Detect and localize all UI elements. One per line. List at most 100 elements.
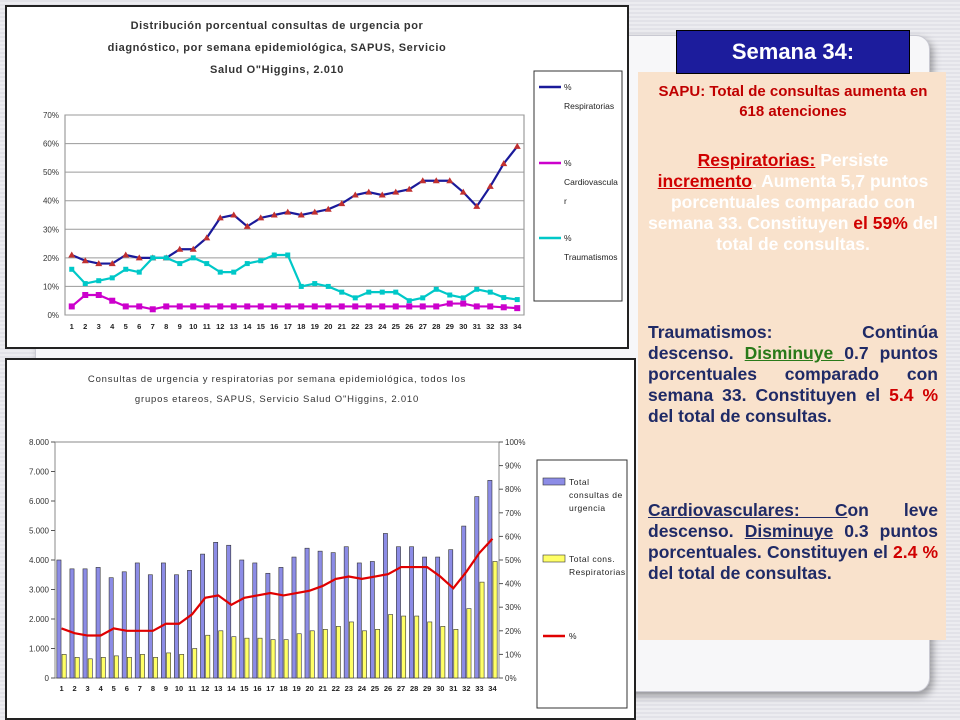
chart1-point-respiratorias bbox=[297, 211, 305, 218]
chart1-point-traumatismos bbox=[177, 261, 183, 267]
chart1-point-cardiovascular bbox=[419, 303, 426, 310]
chart1-legend-box bbox=[533, 70, 623, 302]
chart1-xtick-label: 28 bbox=[432, 322, 440, 331]
chart1-point-respiratorias bbox=[324, 205, 332, 212]
chart1-xtick-label: 11 bbox=[203, 322, 211, 331]
chart1-point-respiratorias bbox=[189, 245, 197, 252]
chart1-point-cardiovascular bbox=[95, 292, 102, 298]
chart2-bar-respiratorias bbox=[113, 655, 119, 679]
chart1-title-line: diagnóstico, por semana epidemiológica, … bbox=[108, 42, 447, 54]
chart2-bar-respiratorias bbox=[375, 629, 380, 679]
chart2-ytick-label: 5.000 bbox=[29, 527, 50, 536]
chart2-legend-label: Total cons. bbox=[569, 554, 615, 564]
resp-text-2: incremento bbox=[657, 171, 752, 191]
chart1-ytick-label: 40% bbox=[43, 197, 59, 206]
chart1-xtick-label: 13 bbox=[230, 322, 238, 331]
trau-text-3: 0.7 puntos porcentuales comparado con se… bbox=[648, 343, 938, 405]
chart2-ytick-label: 0 bbox=[45, 674, 50, 683]
chart1-point-respiratorias bbox=[270, 211, 278, 218]
chart1-point-cardiovascular bbox=[446, 300, 453, 307]
chart2-xtick-label: 28 bbox=[410, 684, 418, 693]
chart2-y2tick-label: 60% bbox=[505, 532, 521, 541]
chart1-point-cardiovascular bbox=[163, 303, 170, 310]
chart2-xtick-label: 24 bbox=[358, 684, 367, 693]
chart2-bar-respiratorias bbox=[401, 615, 407, 679]
chart2-bar-total bbox=[356, 562, 362, 679]
chart2-bar-total bbox=[304, 547, 310, 679]
chart2-bar-respiratorias bbox=[257, 637, 263, 679]
chart1-point-respiratorias bbox=[243, 222, 251, 229]
chart1-point-traumatismos bbox=[460, 295, 466, 301]
chart1-point-respiratorias bbox=[230, 211, 238, 218]
chart2-bar-total bbox=[95, 567, 101, 679]
chart2-bar-total bbox=[239, 559, 245, 679]
chart1-point-cardiovascular bbox=[109, 297, 116, 304]
chart2-bar-respiratorias bbox=[309, 630, 315, 679]
chart1-point-cardiovascular bbox=[379, 303, 386, 310]
chart1-xtick-label: 32 bbox=[486, 322, 494, 331]
chart1-point-respiratorias bbox=[81, 257, 89, 264]
chart2-xtick-label: 9 bbox=[164, 684, 168, 693]
chart2-bar-total bbox=[226, 544, 232, 679]
chart2-xtick-label: 34 bbox=[488, 684, 497, 693]
chart1-series-line bbox=[70, 253, 518, 302]
chart2-y2tick-label: 0% bbox=[505, 674, 517, 683]
chart1-point-respiratorias bbox=[446, 177, 454, 184]
chart1-point-traumatismos bbox=[69, 266, 75, 272]
chart-consultations-weekly-svg: Consultas de urgencia y respiratorias po… bbox=[29, 374, 628, 709]
chart2-xtick-label: 7 bbox=[138, 684, 142, 693]
card-text-4: 2.4 % bbox=[892, 542, 939, 562]
chart2-bar-total bbox=[134, 562, 140, 679]
chart1-point-cardiovascular bbox=[230, 303, 237, 310]
resp-text-1: Persiste bbox=[815, 150, 889, 170]
chart1-point-respiratorias bbox=[122, 251, 130, 258]
chart1-point-traumatismos bbox=[163, 255, 169, 261]
chart-consultations-weekly: Consultas de urgencia y respiratorias po… bbox=[5, 358, 636, 720]
chart1-point-traumatismos bbox=[82, 281, 88, 287]
chart1-xtick-label: 27 bbox=[419, 322, 427, 331]
chart1-ytick-label: 30% bbox=[43, 225, 59, 234]
chart2-xtick-label: 14 bbox=[227, 684, 236, 693]
chart1-point-respiratorias bbox=[432, 177, 440, 184]
chart1-xtick-label: 20 bbox=[324, 322, 332, 331]
chart2-title-line: grupos etareos, SAPUS, Servicio Salud O"… bbox=[135, 394, 419, 405]
chart1-point-traumatismos bbox=[501, 295, 507, 301]
summary-trauma: Traumatismos: Continúa descenso. Disminu… bbox=[648, 322, 938, 427]
chart1-point-traumatismos bbox=[447, 292, 453, 298]
chart2-xtick-label: 22 bbox=[332, 684, 340, 693]
chart1-series-line bbox=[71, 145, 519, 265]
chart1-point-respiratorias bbox=[419, 177, 427, 184]
chart1-ytick-label: 70% bbox=[43, 111, 59, 120]
chart2-y2tick-label: 30% bbox=[505, 603, 521, 612]
chart2-y2tick-label: 40% bbox=[505, 580, 521, 589]
chart1-point-traumatismos bbox=[150, 255, 156, 261]
chart2-xtick-label: 13 bbox=[214, 684, 222, 693]
chart1-point-cardiovascular bbox=[325, 303, 332, 310]
chart2-bar-respiratorias bbox=[453, 629, 459, 679]
chart2-xtick-label: 8 bbox=[151, 684, 155, 693]
chart2-xtick-label: 32 bbox=[462, 684, 470, 693]
chart2-bar-respiratorias bbox=[492, 561, 498, 679]
chart1-point-cardiovascular bbox=[460, 300, 467, 307]
chart1-xtick-label: 10 bbox=[189, 322, 197, 331]
chart2-bar-respiratorias bbox=[100, 657, 106, 679]
chart2-bar-total bbox=[278, 567, 284, 679]
chart2-bar-respiratorias bbox=[205, 634, 211, 679]
chart1-point-respiratorias bbox=[135, 254, 143, 261]
chart2-percent-line bbox=[61, 538, 494, 637]
chart2-legend-swatch-total bbox=[542, 477, 566, 486]
chart1-point-cardiovascular bbox=[203, 303, 210, 310]
chart2-bar-respiratorias bbox=[270, 639, 276, 679]
chart2-ytick-label: 3.000 bbox=[29, 586, 50, 595]
chart2-y2tick-label: 80% bbox=[505, 485, 521, 494]
chart2-bar-respiratorias bbox=[466, 608, 472, 679]
chart1-legend-label: r bbox=[564, 196, 567, 206]
chart1-point-cardiovascular bbox=[82, 292, 89, 298]
chart1-xtick-label: 5 bbox=[124, 322, 128, 331]
chart1-xtick-label: 31 bbox=[473, 322, 481, 331]
chart2-bar-respiratorias bbox=[427, 621, 433, 679]
chart1-point-respiratorias bbox=[257, 214, 265, 221]
chart2-bar-respiratorias bbox=[244, 637, 250, 679]
chart2-bar-total bbox=[369, 561, 375, 679]
chart2-legend-label: consultas de bbox=[569, 490, 623, 500]
